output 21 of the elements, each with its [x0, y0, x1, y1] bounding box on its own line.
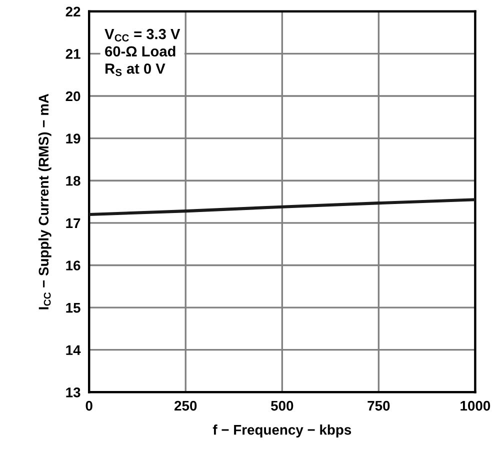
y-tick-label: 16	[66, 260, 80, 270]
x-axis-title: f − Frequency − kbps	[212, 424, 352, 438]
y-tick-label: 20	[66, 91, 80, 102]
annotation: V$_{CC}$ = 3.3 V	[104, 28, 180, 42]
annotation: R$_{S}$ at 0 V	[106, 63, 166, 76]
x-tick-label: 750	[368, 400, 390, 411]
x-tick-label: 500	[270, 400, 294, 411]
x-tick-label: 0	[86, 400, 92, 411]
x-tick-label: 250	[174, 400, 197, 411]
y-tick-label: 18	[66, 176, 80, 186]
y-tick-label: 19	[66, 134, 80, 144]
y-tick-label: 22	[66, 6, 80, 16]
y-tick-label: 17	[66, 218, 80, 228]
y-tick-label: 15	[66, 303, 80, 313]
annotation: 60-Ω Load	[105, 46, 176, 57]
y-tick-label: 13	[66, 387, 80, 398]
line-series	[89, 198, 476, 216]
y-axis-title: I$_{CC}$ − Supply Current (RMS) − mA	[38, 94, 52, 310]
x-tick-label: 1000	[460, 400, 490, 411]
y-tick-label: 21	[66, 49, 80, 59]
y-tick-label: 14	[66, 345, 81, 355]
